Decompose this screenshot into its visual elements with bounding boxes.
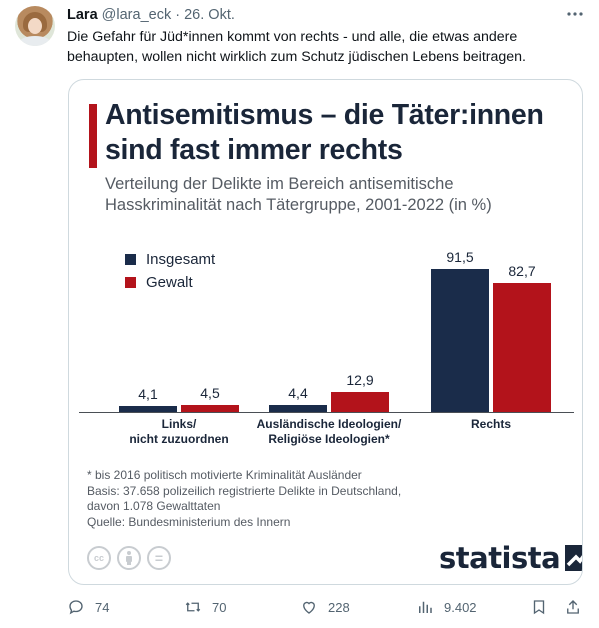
- bar-gewalt-1: [331, 391, 389, 412]
- bar-gewalt-2: [493, 282, 551, 412]
- license-icons: cc =: [87, 546, 171, 570]
- tweet-text: Die Gefahr für Jüd*innen kommt von recht…: [67, 29, 527, 65]
- legend-label-gewalt: Gewalt: [146, 273, 193, 291]
- category-label-line: Links/: [161, 417, 197, 431]
- legend-swatch-gewalt: [125, 276, 136, 288]
- retweet-icon: [185, 602, 201, 612]
- bar-value-label: 4,1: [138, 385, 158, 402]
- separator: ·: [175, 7, 181, 23]
- statista-mark-icon: [565, 545, 582, 571]
- bar-value-label: 12,9: [346, 371, 374, 388]
- retweet-button[interactable]: 70: [184, 596, 226, 618]
- chart-footnote: * bis 2016 politisch motivierte Kriminal…: [87, 468, 567, 530]
- title-accent-bar: [89, 104, 97, 168]
- legend-swatch-insgesamt: [125, 253, 136, 265]
- logo-text: statista: [439, 541, 561, 575]
- heart-icon: [303, 601, 315, 614]
- avatar-face: [28, 18, 42, 34]
- footnote-line: davon 1.078 Gewalttaten: [87, 499, 221, 513]
- legend-label-insgesamt: Insgesamt: [146, 250, 216, 268]
- bookmark-button[interactable]: [530, 596, 558, 618]
- x-axis-baseline: [79, 412, 574, 413]
- category-label: Links/nicht zuzuordnen: [89, 417, 269, 447]
- bar-gewalt-0: [181, 404, 239, 412]
- equals-icon: =: [147, 546, 171, 570]
- like-count: 228: [328, 599, 350, 615]
- views-button[interactable]: 9.402: [416, 596, 477, 618]
- category-label-line: Religiöse Ideologien*: [268, 432, 390, 446]
- tweet-header: Lara @lara_eck · 26. Okt.: [67, 6, 235, 24]
- footnote-line: Basis: 37.658 polizeilich registrierte D…: [87, 483, 402, 498]
- reply-icon: [69, 600, 83, 615]
- tweet-actions: 74 70 228 9.402: [67, 596, 587, 618]
- chart-subtitle: Verteilung der Delikte im Bereich antise…: [105, 175, 492, 214]
- chart-legend: Insgesamt Gewalt: [125, 248, 215, 294]
- author-name[interactable]: Lara: [67, 7, 98, 23]
- bookmark-icon: [533, 600, 545, 615]
- reply-count: 74: [95, 599, 110, 615]
- like-button[interactable]: 228: [300, 596, 350, 618]
- share-button[interactable]: [564, 596, 592, 618]
- category-label-line: Rechts: [470, 417, 511, 431]
- avatar[interactable]: [15, 6, 55, 46]
- chart-title: Antisemitismus – die Täter:innen sind fa…: [105, 99, 544, 166]
- category-label-line: Ausländische Ideologien/: [256, 417, 402, 431]
- tweet-date[interactable]: 26. Okt.: [184, 7, 235, 23]
- category-label-line: nicht zuzuordnen: [129, 432, 229, 446]
- more-horizontal-icon[interactable]: [565, 4, 585, 24]
- avatar-body: [19, 36, 51, 46]
- footnote-line: Quelle: Bundesministerium des Innern: [87, 514, 291, 529]
- footnote-line: * bis 2016 politisch motivierte Kriminal…: [87, 468, 362, 482]
- retweet-count: 70: [212, 599, 227, 615]
- share-icon: [567, 600, 579, 614]
- bar-insgesamt-2: [431, 269, 489, 412]
- tweet-image[interactable]: Antisemitismus – die Täter:innen sind fa…: [68, 79, 583, 585]
- attribution-icon: [117, 546, 141, 570]
- views-icon: [419, 601, 432, 613]
- author-handle[interactable]: @lara_eck: [101, 7, 172, 23]
- bar-value-label: 4,4: [288, 385, 308, 402]
- category-label: Rechts: [401, 417, 581, 432]
- views-count: 9.402: [444, 599, 477, 615]
- reply-button[interactable]: 74: [67, 596, 109, 618]
- bar-insgesamt-1: [269, 405, 327, 412]
- cc-icon: cc: [87, 546, 111, 570]
- bar-insgesamt-0: [119, 405, 177, 412]
- legend-item-gewalt: Gewalt: [125, 271, 215, 293]
- bar-chart: Insgesamt Gewalt 4,1 4,5 Links/nicht zuzuo…: [69, 236, 582, 486]
- legend-item-insgesamt: Insgesamt: [125, 248, 215, 270]
- category-label: Ausländische Ideologien/Religiöse Ideolo…: [239, 417, 419, 447]
- bar-value-label: 91,5: [446, 249, 474, 266]
- bar-value-label: 4,5: [200, 384, 220, 401]
- bar-value-label: 82,7: [508, 262, 536, 279]
- statista-logo: statista: [439, 541, 582, 575]
